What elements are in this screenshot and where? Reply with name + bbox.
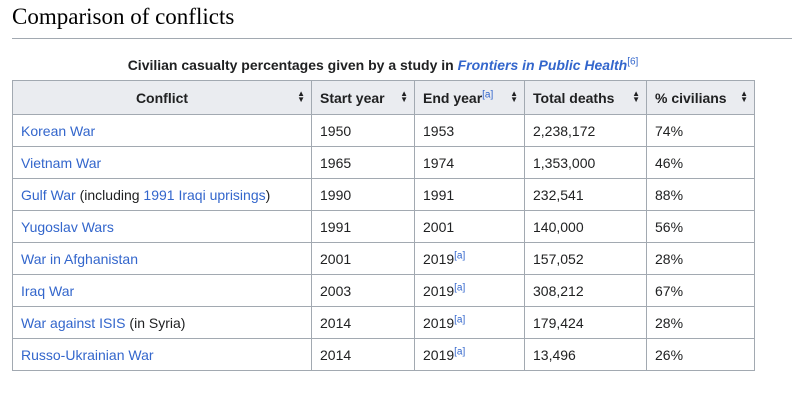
cell-start-year: 1965 [311,146,415,179]
cell-conflict: War against ISIS (in Syria) [12,306,312,339]
conflict-link[interactable]: Iraq War [21,282,75,299]
column-header-conflict[interactable]: Conflict ▲ ▼ [12,80,312,115]
end-year-value: 1991 [423,186,455,203]
column-label: Total deaths [533,89,615,106]
cell-end-year: 2019[a] [414,274,525,307]
end-year-value: 2019 [423,346,455,363]
caption-reference-link[interactable]: [6] [627,56,639,68]
end-year-note-link[interactable]: [a] [482,88,494,100]
cell-end-year: 2019[a] [414,242,525,275]
cell-pct-civilians: 28% [646,306,755,339]
cell-start-year: 2014 [311,338,415,371]
cell-total-deaths: 13,496 [524,338,647,371]
heading-divider [12,38,792,39]
end-year-value: 1953 [423,122,455,139]
cell-pct-civilians: 28% [646,242,755,275]
cell-total-deaths: 308,212 [524,274,647,307]
end-year-ref-link[interactable]: [a] [454,313,466,325]
cell-conflict: Gulf War (including 1991 Iraqi uprisings… [12,178,312,211]
conflict-link[interactable]: Vietnam War [21,154,102,171]
column-header-start-year[interactable]: Start year ▲ ▼ [311,80,415,115]
column-header-pct-civilians[interactable]: % civilians ▲ ▼ [646,80,755,115]
end-year-ref-link[interactable]: [a] [454,281,466,293]
cell-total-deaths: 140,000 [524,210,647,243]
table-row: Russo-Ukrainian War 2014 2019[a] 13,496 26% [12,338,755,371]
sort-icon[interactable]: ▲ ▼ [632,89,640,104]
end-year-value: 1974 [423,154,455,171]
cell-start-year: 2001 [311,242,415,275]
table-row: War in Afghanistan 2001 2019[a] 157,052 28% [12,242,755,275]
cell-start-year: 1950 [311,114,415,147]
end-year-ref-link[interactable]: [a] [454,249,466,261]
cell-pct-civilians: 46% [646,146,755,179]
end-year-ref-link[interactable]: [a] [454,345,466,357]
table-row: Iraq War 2003 2019[a] 308,212 67% [12,274,755,307]
cell-total-deaths: 1,353,000 [524,146,647,179]
cell-end-year: 2001 [414,210,525,243]
sort-icon[interactable]: ▲ ▼ [510,89,518,104]
cell-conflict: Yugoslav Wars [12,210,312,243]
end-year-value: 2019 [423,314,455,331]
end-year-value: 2001 [423,218,455,235]
cell-conflict: Russo-Ukrainian War [12,338,312,371]
caption-text: Civilian casualty percentages given by a… [127,57,458,73]
conflict-link[interactable]: War against ISIS [21,314,126,331]
column-label: Conflict [135,89,189,106]
conflict-link[interactable]: Gulf War [21,186,76,203]
cell-pct-civilians: 74% [646,114,755,147]
column-label: Start year [320,89,385,106]
cell-conflict: Korean War [12,114,312,147]
conflict-note: (in Syria) [125,314,186,331]
cell-total-deaths: 232,541 [524,178,647,211]
cell-start-year: 2014 [311,306,415,339]
conflict-note: (including [75,186,144,203]
table-row: Vietnam War 1965 1974 1,353,000 46% [12,146,755,179]
cell-end-year: 2019[a] [414,338,525,371]
table-caption: Civilian casualty percentages given by a… [12,57,754,73]
sort-icon[interactable]: ▲ ▼ [740,89,748,104]
cell-total-deaths: 2,238,172 [524,114,647,147]
conflict-link[interactable]: Korean War [21,122,96,139]
cell-conflict: Iraq War [12,274,312,307]
sort-icon[interactable]: ▲ ▼ [400,89,408,104]
end-year-value: 2019 [423,282,455,299]
cell-pct-civilians: 56% [646,210,755,243]
cell-end-year: 2019[a] [414,306,525,339]
conflict-link[interactable]: War in Afghanistan [21,250,138,267]
column-header-end-year[interactable]: End year[a] ▲ ▼ [414,80,525,115]
header-row: Conflict ▲ ▼ Start year ▲ ▼ End year[a] ▲ ▼… [12,80,755,115]
section-heading: Comparison of conflicts [12,4,235,29]
column-header-total-deaths[interactable]: Total deaths ▲ ▼ [524,80,647,115]
conflict-link[interactable]: Russo-Ukrainian War [21,346,154,363]
cell-pct-civilians: 26% [646,338,755,371]
cell-total-deaths: 179,424 [524,306,647,339]
cell-conflict: Vietnam War [12,146,312,179]
cell-end-year: 1974 [414,146,525,179]
table-row: War against ISIS (in Syria) 2014 2019[a] 17… [12,306,755,339]
cell-end-year: 1991 [414,178,525,211]
cell-pct-civilians: 88% [646,178,755,211]
table-body: Korean War 1950 1953 2,238,172 74% Vietnam Wa… [12,114,755,371]
column-label: % civilians [655,89,727,106]
caption-source-link[interactable]: Frontiers in Public Health [457,57,628,73]
table-row: Yugoslav Wars 1991 2001 140,000 56% [12,210,755,243]
conflict-note-link[interactable]: 1991 Iraqi uprisings [143,186,266,203]
sort-icon[interactable]: ▲ ▼ [297,89,305,104]
table-row: Gulf War (including 1991 Iraqi uprisings… [12,178,755,211]
table-row: Korean War 1950 1953 2,238,172 74% [12,114,755,147]
cell-start-year: 2003 [311,274,415,307]
cell-start-year: 1991 [311,210,415,243]
cell-total-deaths: 157,052 [524,242,647,275]
cell-end-year: 1953 [414,114,525,147]
end-year-value: 2019 [423,250,455,267]
conflicts-table: Conflict ▲ ▼ Start year ▲ ▼ End year[a] ▲ ▼… [12,80,755,371]
column-label: End year [423,89,483,106]
conflict-link[interactable]: Yugoslav Wars [21,218,114,235]
cell-conflict: War in Afghanistan [12,242,312,275]
cell-pct-civilians: 67% [646,274,755,307]
cell-start-year: 1990 [311,178,415,211]
conflict-note-end: ) [265,186,271,203]
